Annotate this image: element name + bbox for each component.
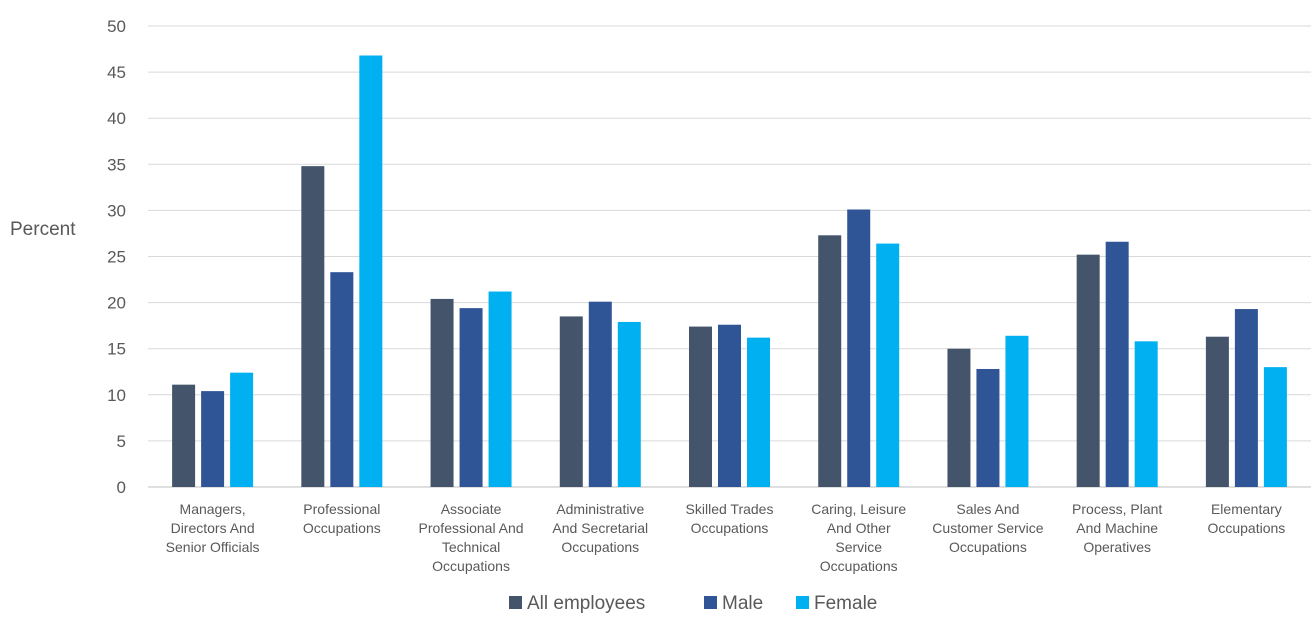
bar-male: [847, 209, 871, 487]
bar-female: [230, 372, 254, 487]
y-tick-label: 0: [117, 478, 126, 497]
x-category-label: Associate Professional And Technical Occupa…: [419, 501, 524, 574]
bar-female: [488, 291, 512, 487]
y-tick-label: 30: [107, 201, 126, 220]
bar-all-employees: [301, 166, 325, 488]
bar-female: [617, 321, 641, 487]
bar-male: [459, 308, 483, 487]
bar-all-employees: [430, 298, 454, 487]
bar-male: [588, 301, 612, 487]
legend-label-female: Female: [814, 593, 877, 614]
bar-all-employees: [818, 235, 842, 487]
legend-label-all-employees: All employees: [527, 593, 645, 614]
bar-all-employees: [172, 384, 196, 487]
bar-male: [976, 368, 1000, 487]
y-tick-label: 50: [107, 17, 126, 36]
y-tick-label: 20: [107, 294, 126, 313]
y-axis-label: Percent: [10, 219, 76, 240]
y-axis-ticks: 0 5 10 15 20 25 30 35 40 45 50: [107, 17, 126, 497]
bar-female: [1263, 367, 1287, 487]
x-category-label: Professional Occupations: [303, 501, 381, 536]
bar-male: [201, 391, 225, 487]
bar-male: [330, 272, 354, 487]
bar-female: [359, 55, 383, 488]
x-category-label: Sales And Customer Service Occupations: [932, 501, 1043, 555]
bar-all-employees: [689, 326, 712, 487]
y-tick-label: 35: [107, 155, 126, 174]
bar-all-employees: [1205, 336, 1229, 487]
bar-all-employees: [1076, 254, 1100, 487]
legend: All employees Male Female: [509, 593, 877, 614]
bar-male: [718, 324, 741, 487]
bar-male: [1105, 241, 1129, 487]
bar-male: [1234, 309, 1258, 487]
y-tick-label: 15: [107, 340, 126, 359]
x-category-label: Skilled Trades Occupations: [686, 501, 774, 536]
bar-female: [1005, 335, 1029, 487]
y-tick-label: 40: [107, 109, 126, 128]
x-category-label: Caring, Leisure And Other Service Occupatio…: [811, 501, 906, 574]
bar-female: [1134, 341, 1158, 487]
legend-label-male: Male: [722, 593, 763, 614]
bar-female: [876, 243, 900, 487]
x-category-label: Managers, Directors And Senior Officials: [166, 501, 260, 555]
bars: [172, 55, 1287, 488]
legend-swatch-male: [704, 596, 717, 609]
y-tick-label: 5: [117, 432, 126, 451]
legend-swatch-female: [796, 596, 809, 609]
legend-swatch-all-employees: [509, 596, 522, 609]
x-category-label: Process, Plant And Machine Operatives: [1072, 501, 1162, 555]
bar-female: [747, 337, 770, 487]
bar-all-employees: [947, 348, 971, 487]
bar-all-employees: [559, 316, 583, 487]
y-tick-label: 10: [107, 386, 126, 405]
y-tick-label: 25: [107, 248, 126, 267]
x-category-label: Elementary Occupations: [1207, 501, 1285, 536]
x-category-label: Administrative And Secretarial Occupations: [552, 501, 648, 555]
y-tick-label: 45: [107, 63, 126, 82]
x-axis-categories: Managers, Directors And Senior Officials Pr…: [166, 501, 1286, 574]
